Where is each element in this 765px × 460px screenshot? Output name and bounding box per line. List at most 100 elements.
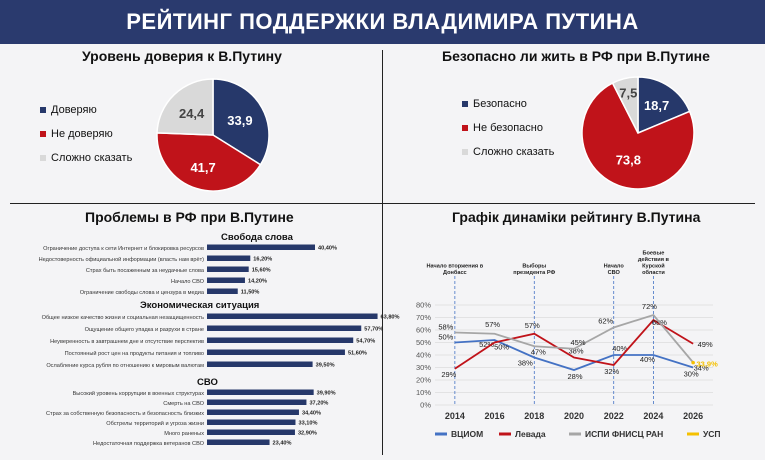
safety-slice-2 [611,76,639,134]
bar [207,361,313,367]
safety-slice-1 [581,82,695,190]
y-tick-label: 70% [416,313,431,322]
legend-label: Безопасно [473,98,527,110]
bar-value-label: 16,20% [253,257,272,263]
legend-label: Сложно сказать [51,152,133,164]
group-title-economy: Экономическая ситуация [140,300,260,311]
trust-slice-1 [156,132,262,192]
x-tick-label: 2020 [564,411,584,421]
bar [207,244,315,250]
bar-value-label: 63,80% [381,315,400,321]
series-line [454,313,694,364]
data-label: 62% [598,317,613,326]
bar-value-label: 11,50% [241,290,260,296]
data-label: 29% [441,370,456,379]
legend-swatch [40,107,46,113]
legend-swatch [462,149,468,155]
y-tick-label: 30% [416,363,431,372]
data-label: 32% [604,367,619,376]
data-label: 40% [612,344,627,353]
bar-value-label: 57,70% [364,327,383,333]
event-label: области [642,269,665,276]
bar-category-label: Недостоверность официальной информации (… [39,256,205,263]
x-tick-label: 2022 [604,411,624,421]
trust-legend-item: Сложно сказать [40,146,132,170]
event-label: Донбасс [443,269,467,276]
y-tick-label: 20% [416,376,431,385]
bar-category-label: Начало СВО [171,279,205,285]
safety-slice-0 [637,76,691,135]
data-label: 47% [531,347,546,356]
safety-legend-item: Не безопасно [462,116,554,140]
bar-value-label: 37,20% [309,401,328,407]
bar [207,266,249,272]
bar [207,288,238,294]
series-line [454,318,694,370]
horizontal-divider [10,203,755,204]
x-tick-label: 2016 [485,411,505,421]
data-label: 72% [642,302,657,311]
bar-value-label: 51,60% [348,351,367,357]
data-label: 58% [438,323,453,332]
event-label: Выборы [522,263,546,270]
trust-slice-label-0: 33,9 [227,113,252,128]
bar-category-label: Ослабление курса рубля по отношению к ми… [46,363,204,369]
bar [207,337,354,343]
trust-slice-label-2: 24,4 [179,106,205,121]
bar-category-label: Много раненых [164,431,204,437]
trust-legend-item: Доверяю [40,98,132,122]
safety-slice-label-1: 73,8 [616,152,641,167]
group-title-speech: Свобода слова [221,232,293,243]
page-title: РЕЙТИНГ ПОДДЕРЖКИ ВЛАДИМИРА ПУТИНА [126,9,639,34]
dynamics-chart-title: Графік динаміки рейтингу В.Путина [452,209,701,225]
data-label: 40% [640,355,655,364]
trust-slice-2 [156,78,214,136]
bar [207,439,270,445]
y-tick-label: 50% [416,338,431,347]
legend-label: Доверяю [51,104,97,116]
bar-category-label: Высокий уровень коррупции в военных стру… [73,390,205,397]
safety-pie-chart: 18,7 73,8 7,5 [581,76,695,190]
bar-value-label: 39,90% [317,391,336,397]
bar-value-label: 32,90% [298,431,317,437]
event-label: Начало [604,264,625,270]
safety-legend: Безопасно Не безопасно Сложно сказать [462,92,554,164]
bar-value-label: 39,50% [316,363,335,369]
data-label: 50% [438,333,453,342]
data-label: 45% [570,338,585,347]
bar [207,409,299,415]
bar-category-label: Постоянный рост цен на продукты питания … [65,350,204,357]
safety-slice-label-0: 18,7 [644,98,669,113]
data-label: 33,9% [697,360,719,369]
data-label: 34% [694,364,709,373]
bar-value-label: 14,20% [248,279,267,285]
event-label: Курской [642,263,665,270]
trust-legend-item: Не доверяю [40,122,132,146]
legend-label: Левада [515,429,546,439]
bar [207,255,251,261]
bar-category-label: Ограничение доступа к сети Интернет и бл… [43,246,204,252]
legend-label: Сложно сказать [473,146,555,158]
bar-value-label: 15,60% [252,268,271,274]
bar [207,325,362,331]
bar-category-label: Смерть на СВО [163,401,204,407]
event-label: Боевые [642,251,664,257]
trust-pie-chart: 33,9 41,7 24,4 [156,78,270,192]
event-label: СВО [608,270,621,276]
bar-value-label: 40,40% [318,246,337,252]
legend-swatch [40,131,46,137]
legend-label: Не безопасно [473,122,543,134]
legend-label: Не доверяю [51,128,113,140]
y-tick-label: 0% [420,401,431,410]
problems-bar-chart: Ограничение доступа к сети Интернет и бл… [39,244,400,447]
group-title-svo: СВО [197,377,218,388]
data-label: 38% [518,359,533,368]
bar-category-label: Общее низкое качество жизни и социальная… [42,315,204,321]
bar-category-label: Ограничение свободы слова и цензура в ме… [80,290,205,296]
event-label: действия в [638,256,670,263]
y-tick-label: 60% [416,326,431,335]
x-tick-label: 2018 [524,411,544,421]
bar-category-label: Страх за собственную безопасность и безо… [46,411,204,417]
bar [207,389,314,395]
bar [207,277,245,283]
